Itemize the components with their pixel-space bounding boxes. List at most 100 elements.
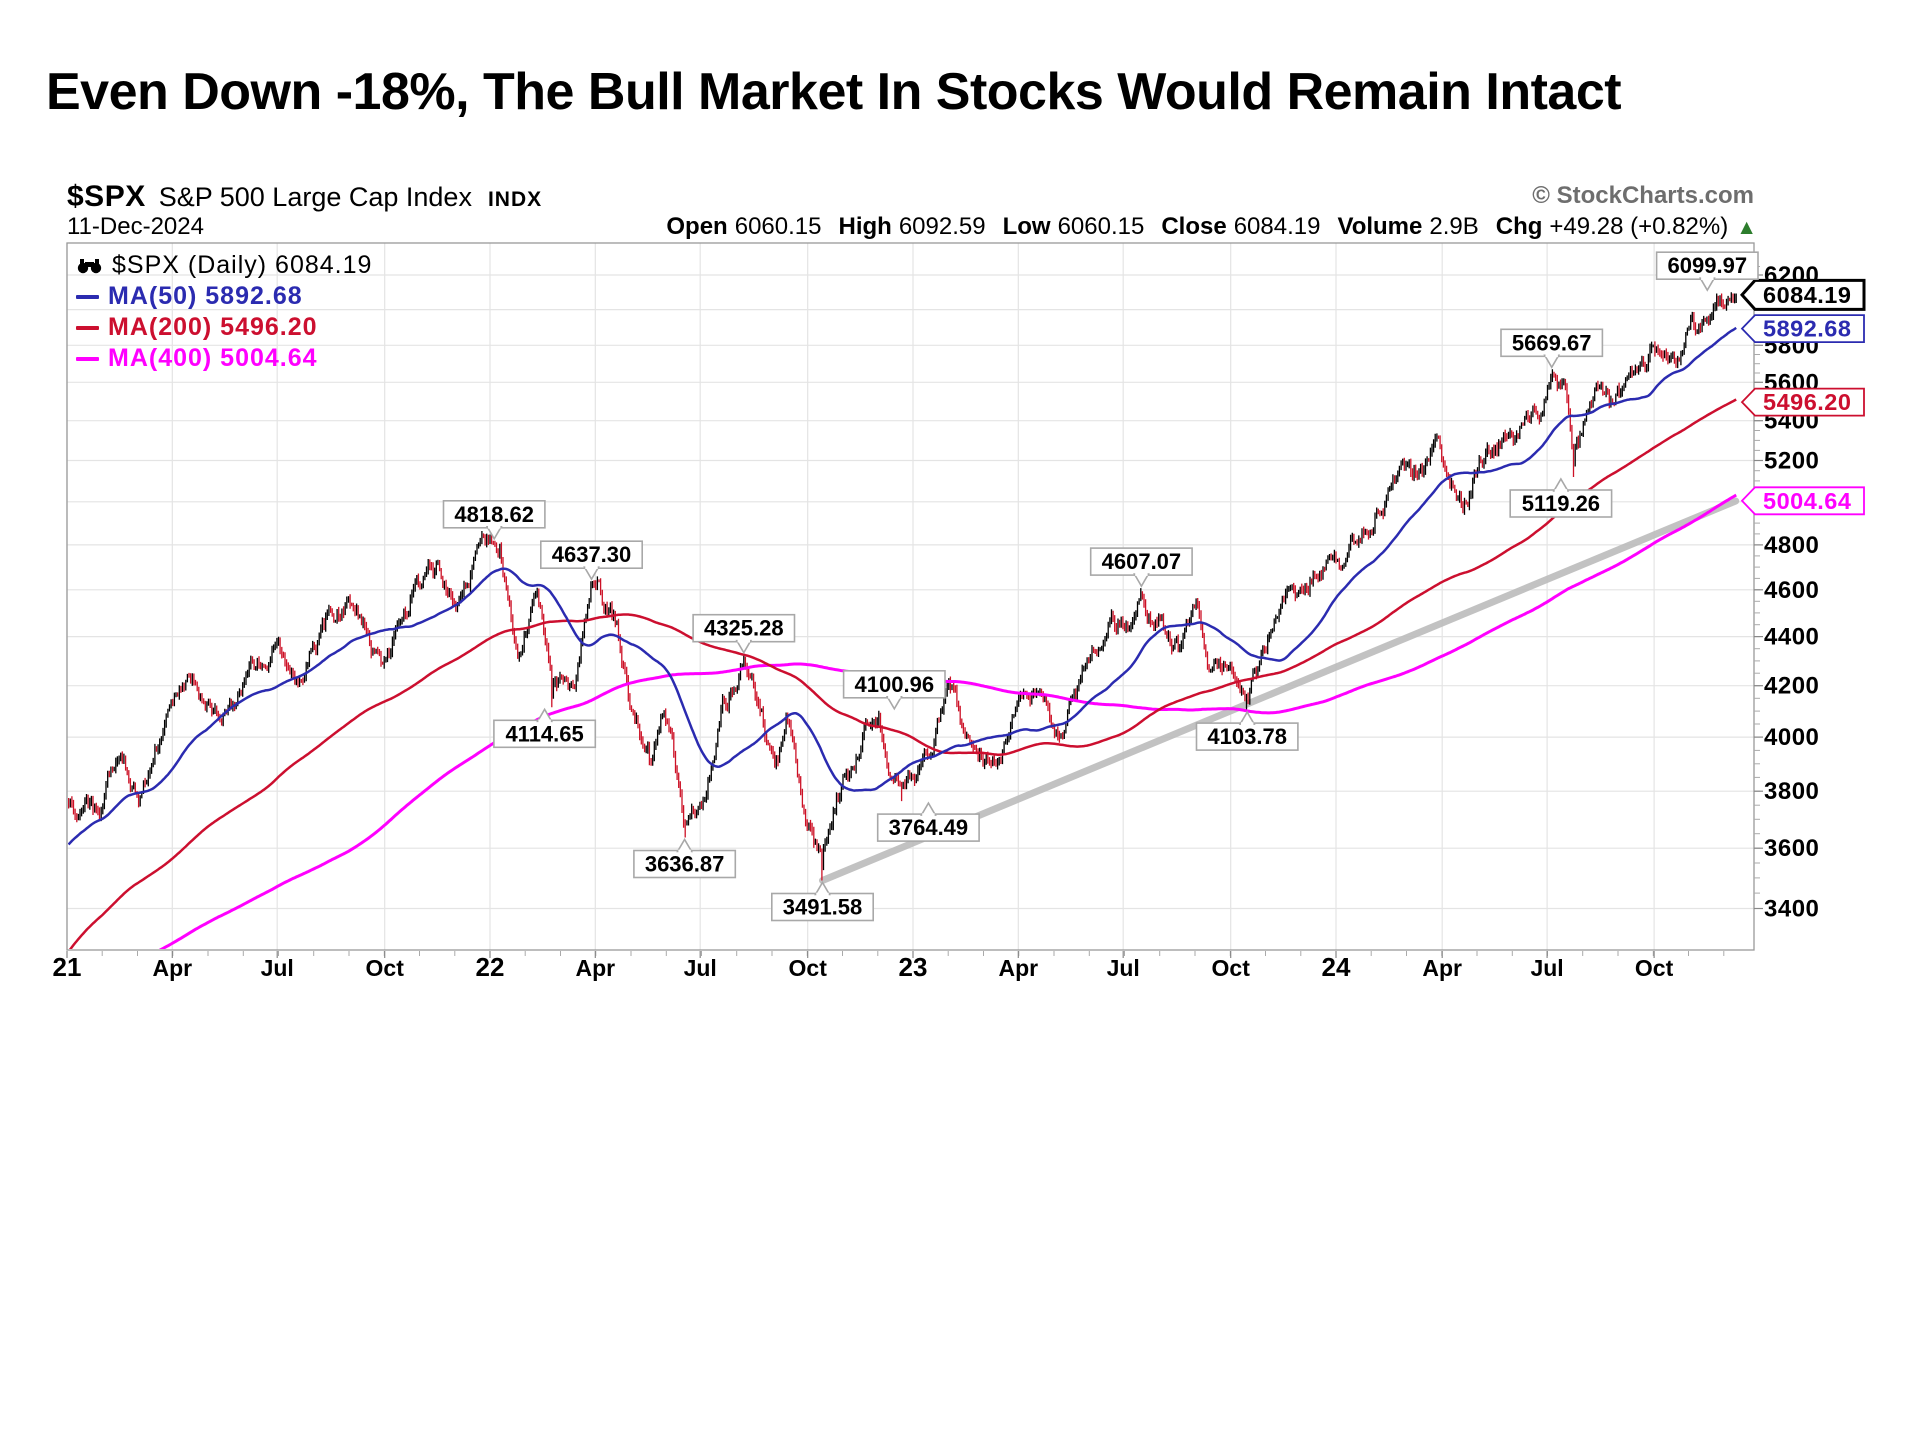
svg-text:4637.30: 4637.30 [552, 542, 632, 567]
x-axis-label: Jul [1107, 955, 1140, 981]
svg-text:3491.58: 3491.58 [783, 895, 863, 920]
x-axis-label: 23 [899, 952, 928, 982]
price-callout: 4100.96 [842, 669, 946, 711]
plot-frame [66, 242, 1755, 951]
binoculars-icon [76, 257, 106, 275]
x-axis-label: Apr [998, 955, 1038, 981]
change-value: +49.28 (+0.82%) [1549, 213, 1729, 240]
svg-text:4100.96: 4100.96 [855, 672, 935, 697]
volume-label: Volume [1337, 213, 1423, 240]
slide-title: Even Down -18%, The Bull Market In Stock… [46, 63, 1622, 121]
symbol: $SPX [67, 180, 146, 213]
x-axis-label: 21 [53, 952, 82, 982]
exchange-label: INDX [487, 188, 543, 211]
x-axis-label: Oct [1212, 955, 1251, 981]
ma50-line [68, 326, 1737, 846]
close-label: Close [1161, 213, 1227, 240]
x-axis-label: Apr [575, 955, 615, 981]
svg-text:4818.62: 4818.62 [454, 502, 534, 527]
price-callout: 4325.28 [692, 613, 796, 655]
price-chart[interactable]: 21 Apr Jul Oct 22 Apr Jul Oct 23 Apr Jul Oct 24 Apr Ju… [0, 0, 1920, 1040]
y-axis-label: 4600 [1764, 577, 1819, 604]
high-value: 6092.59 [898, 213, 986, 240]
svg-text:6084.19: 6084.19 [1763, 282, 1851, 308]
x-axis-label: Apr [1422, 955, 1462, 981]
price-callout: 4607.07 [1089, 547, 1193, 588]
close-value: 6084.19 [1233, 213, 1321, 240]
y-axis-label: 4800 [1764, 532, 1819, 559]
legend-series-row: $SPX (Daily) 6084.19 [76, 250, 372, 281]
ma-price-box: 5892.68 [1740, 314, 1865, 344]
quote-row: 11-Dec-2024 Open 6060.15 High 6092.59 Lo… [67, 213, 1757, 241]
price-callout: 4818.62 [442, 499, 546, 541]
svg-text:6099.97: 6099.97 [1668, 253, 1748, 278]
y-axis: 6200580056005400520048004600440042004000… [1754, 262, 1819, 923]
x-axis-label: Oct [366, 955, 405, 981]
legend-ma-label: MA(200) 5496.20 [108, 313, 318, 341]
x-axis-label: Oct [789, 955, 828, 981]
legend-ma-row: MA(200) 5496.20 [76, 312, 372, 343]
volume-value: 2.9B [1429, 213, 1479, 240]
y-axis-label: 3800 [1764, 778, 1819, 805]
open-value: 6060.15 [734, 213, 822, 240]
legend-ma-label: MA(400) 5004.64 [108, 344, 318, 372]
change-up-icon: ▲ [1736, 216, 1757, 239]
svg-text:4325.28: 4325.28 [704, 616, 784, 641]
svg-text:5669.67: 5669.67 [1512, 330, 1592, 355]
last-price-box: 6084.19 [1739, 278, 1866, 311]
x-axis-label: Oct [1635, 955, 1674, 981]
candles-up [69, 292, 1737, 871]
chart-legend: $SPX (Daily) 6084.19 MA(50) 5892.68 MA(20… [76, 250, 372, 374]
low-value: 6060.15 [1057, 213, 1145, 240]
x-axis-label: Jul [684, 955, 717, 981]
svg-text:3636.87: 3636.87 [645, 852, 725, 877]
svg-text:5892.68: 5892.68 [1763, 316, 1851, 342]
legend-ma-row: MA(400) 5004.64 [76, 343, 372, 374]
price-callout: 5669.67 [1500, 328, 1604, 369]
y-axis-label: 3400 [1764, 896, 1819, 923]
low-label: Low [1002, 213, 1051, 240]
y-axis-label: 4200 [1764, 673, 1819, 700]
x-axis-label: Apr [152, 955, 192, 981]
chart-header: $SPX S&P 500 Large Cap Index INDX [67, 180, 542, 214]
stockcharts-copyright: © StockCharts.com [1532, 182, 1754, 209]
x-axis-label: 24 [1322, 952, 1351, 982]
high-label: High [838, 213, 892, 240]
open-label: Open [666, 213, 728, 240]
legend-ma-rows: MA(50) 5892.68 MA(200) 5496.20 MA(400) 500… [76, 281, 372, 374]
legend-ma-row: MA(50) 5892.68 [76, 281, 372, 312]
candles-down [68, 293, 1734, 881]
price-callout: 5119.26 [1509, 477, 1613, 518]
x-axis: 21 Apr Jul Oct 22 Apr Jul Oct 23 Apr Jul Oct 24 Apr Ju… [53, 951, 1725, 982]
y-axis-label: 5200 [1764, 448, 1819, 475]
y-axis-label: 3600 [1764, 835, 1819, 862]
svg-text:4114.65: 4114.65 [505, 721, 583, 746]
ma-price-box: 5004.64 [1740, 486, 1865, 516]
price-callout: 6099.97 [1655, 251, 1759, 292]
svg-text:5496.20: 5496.20 [1763, 389, 1851, 415]
svg-text:5004.64: 5004.64 [1763, 488, 1851, 514]
svg-text:3764.49: 3764.49 [889, 815, 969, 840]
ma400-line [158, 493, 1737, 949]
legend-swatch [76, 294, 99, 299]
svg-text:5119.26: 5119.26 [1522, 491, 1600, 516]
ma200-line [68, 398, 1737, 949]
price-callout: 3764.49 [876, 801, 980, 842]
price-callout: 4103.78 [1195, 710, 1299, 751]
legend-swatch [76, 325, 99, 330]
svg-text:4103.78: 4103.78 [1207, 724, 1287, 749]
x-axis-label: 22 [476, 952, 505, 982]
y-axis-label: 4400 [1764, 624, 1819, 651]
price-callout: 4637.30 [539, 540, 643, 581]
price-callout: 3491.58 [770, 880, 874, 922]
legend-swatch [76, 356, 99, 361]
svg-text:4607.07: 4607.07 [1102, 549, 1182, 574]
symbol-name: S&P 500 Large Cap Index [158, 182, 472, 212]
price-callout: 3636.87 [633, 837, 737, 879]
legend-ma-label: MA(50) 5892.68 [108, 282, 303, 310]
legend-series-label: $SPX (Daily) 6084.19 [112, 251, 373, 279]
change-label: Chg [1495, 213, 1543, 240]
ma-price-box: 5496.20 [1740, 387, 1865, 417]
price-callout: 4114.65 [493, 707, 597, 749]
